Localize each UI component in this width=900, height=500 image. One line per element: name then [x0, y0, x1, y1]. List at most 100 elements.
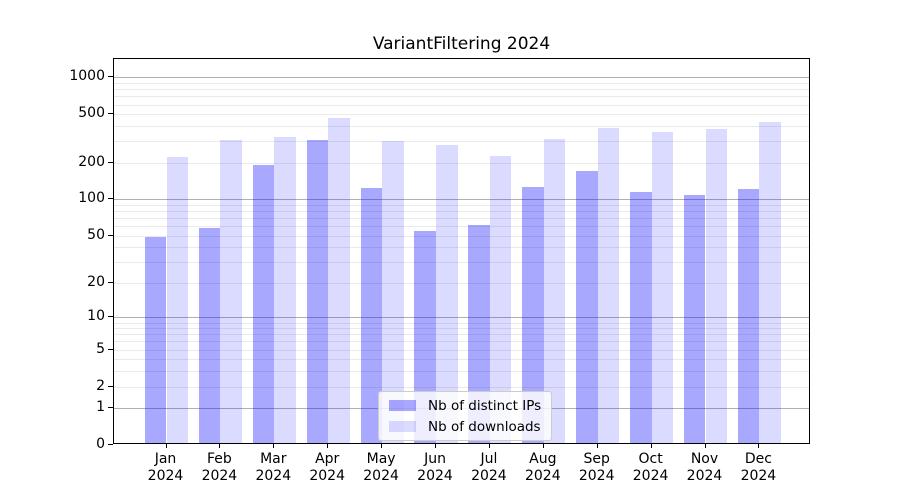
bar-downloads-mar: [274, 137, 296, 443]
minor-gridline: [114, 322, 809, 324]
legend-item-downloads: Nb of downloads: [389, 418, 541, 435]
minor-gridline: [114, 328, 809, 330]
x-tick-year: 2024: [363, 468, 399, 484]
y-axis-tick-label: 50: [87, 226, 105, 243]
x-axis-tick-label: Jul 2024: [457, 451, 521, 485]
bar-distinct-ips-apr: [306, 139, 329, 443]
minor-gridline: [114, 283, 809, 285]
y-axis-tick-label: 1000: [69, 68, 105, 85]
legend-swatch-distinct-ips: [389, 400, 416, 411]
minor-gridline: [114, 359, 809, 361]
y-axis-tick-label: 10: [87, 308, 105, 325]
minor-gridline: [114, 341, 809, 343]
x-tick-year: 2024: [417, 468, 453, 484]
y-axis-tick-label: 5: [96, 340, 105, 357]
x-axis-tick-label: May 2024: [349, 451, 413, 485]
y-tick-mark: [108, 385, 113, 387]
minor-gridline: [114, 371, 809, 373]
bar-distinct-ips-dec: [737, 188, 760, 443]
x-axis-tick-label: Dec 2024: [726, 451, 790, 485]
x-tick-mark: [758, 444, 760, 448]
x-tick-year: 2024: [524, 468, 561, 484]
y-axis-tick-label: 0: [96, 436, 105, 452]
bar-distinct-ips-mar: [252, 165, 275, 443]
x-tick-month: Sep: [583, 451, 610, 467]
minor-gridline: [114, 104, 809, 106]
x-tick-year: 2024: [578, 468, 615, 484]
x-tick-year: 2024: [740, 468, 777, 484]
minor-gridline: [114, 96, 809, 98]
x-tick-month: Dec: [744, 451, 772, 467]
x-axis-tick-label: Jun 2024: [403, 451, 467, 485]
minor-gridline: [114, 141, 809, 143]
x-tick-month: May: [366, 451, 396, 467]
legend: Nb of distinct IPs Nb of downloads: [378, 391, 553, 441]
x-tick-mark: [596, 444, 598, 448]
minor-gridline: [114, 218, 809, 220]
legend-item-distinct-ips: Nb of distinct IPs: [389, 397, 541, 414]
x-axis-tick-label: Apr 2024: [295, 451, 359, 485]
bar-downloads-jul: [489, 155, 512, 443]
x-tick-month: Jan: [154, 451, 177, 467]
x-tick-year: 2024: [686, 468, 723, 484]
plot-area: [113, 58, 810, 444]
x-axis-tick-label: Sep 2024: [565, 451, 629, 485]
legend-label-distinct-ips: Nb of distinct IPs: [428, 397, 542, 414]
y-tick-mark: [108, 348, 113, 350]
bar-downloads-apr: [328, 117, 350, 443]
y-tick-mark: [108, 234, 113, 236]
y-tick-mark: [108, 407, 113, 409]
x-tick-mark: [435, 444, 436, 448]
minor-gridline: [114, 247, 809, 249]
x-axis-tick-label: Jan 2024: [134, 451, 198, 485]
minor-gridline: [114, 126, 809, 128]
minor-gridline: [114, 205, 809, 207]
chart-title: VariantFiltering 2024: [372, 34, 551, 54]
x-tick-month: Feb: [206, 451, 232, 467]
bar-downloads-nov: [705, 128, 728, 443]
x-tick-mark: [219, 444, 221, 448]
bar-downloads-dec: [759, 122, 781, 443]
bar-downloads-may: [382, 141, 404, 443]
minor-gridline: [114, 211, 809, 213]
bar-distinct-ips-jun: [414, 230, 436, 443]
minor-gridline: [114, 83, 809, 85]
y-axis-tick-label: 200: [78, 153, 105, 170]
x-tick-mark: [704, 444, 706, 448]
y-tick-mark: [108, 282, 113, 284]
x-axis-tick-label: Aug 2024: [511, 451, 575, 485]
bar-distinct-ips-may: [360, 187, 383, 443]
y-tick-mark: [108, 113, 113, 115]
y-tick-mark: [108, 161, 113, 163]
y-tick-mark: [108, 198, 113, 200]
bar-downloads-jun: [436, 145, 458, 443]
bar-distinct-ips-jul: [468, 225, 490, 443]
bar-distinct-ips-feb: [198, 227, 221, 443]
x-tick-year: 2024: [147, 468, 184, 484]
x-tick-year: 2024: [255, 468, 292, 484]
y-tick-mark: [108, 316, 113, 318]
y-tick-mark: [108, 444, 113, 445]
x-axis-tick-label: Feb 2024: [187, 451, 251, 485]
bar-distinct-ips-aug: [522, 187, 544, 443]
x-tick-mark: [650, 444, 652, 448]
bar-distinct-ips-nov: [683, 195, 706, 443]
x-tick-month: Jul: [480, 451, 498, 467]
minor-gridline: [114, 235, 809, 237]
bar-distinct-ips-jan: [144, 237, 167, 443]
minor-gridline: [114, 386, 809, 388]
x-tick-mark: [165, 444, 167, 448]
x-tick-year: 2024: [309, 468, 345, 484]
y-axis-tick-label: 20: [87, 274, 105, 291]
x-axis-tick-label: Mar 2024: [241, 451, 305, 485]
minor-gridline: [114, 334, 809, 336]
bar-downloads-aug: [543, 139, 566, 443]
y-axis-tick-label: 100: [78, 190, 105, 207]
x-tick-mark: [327, 444, 329, 448]
bar-downloads-feb: [220, 139, 242, 443]
x-axis-tick-label: Nov 2024: [673, 451, 737, 485]
minor-gridline: [114, 89, 809, 91]
major-gridline: [114, 317, 809, 319]
x-tick-mark: [488, 444, 490, 448]
